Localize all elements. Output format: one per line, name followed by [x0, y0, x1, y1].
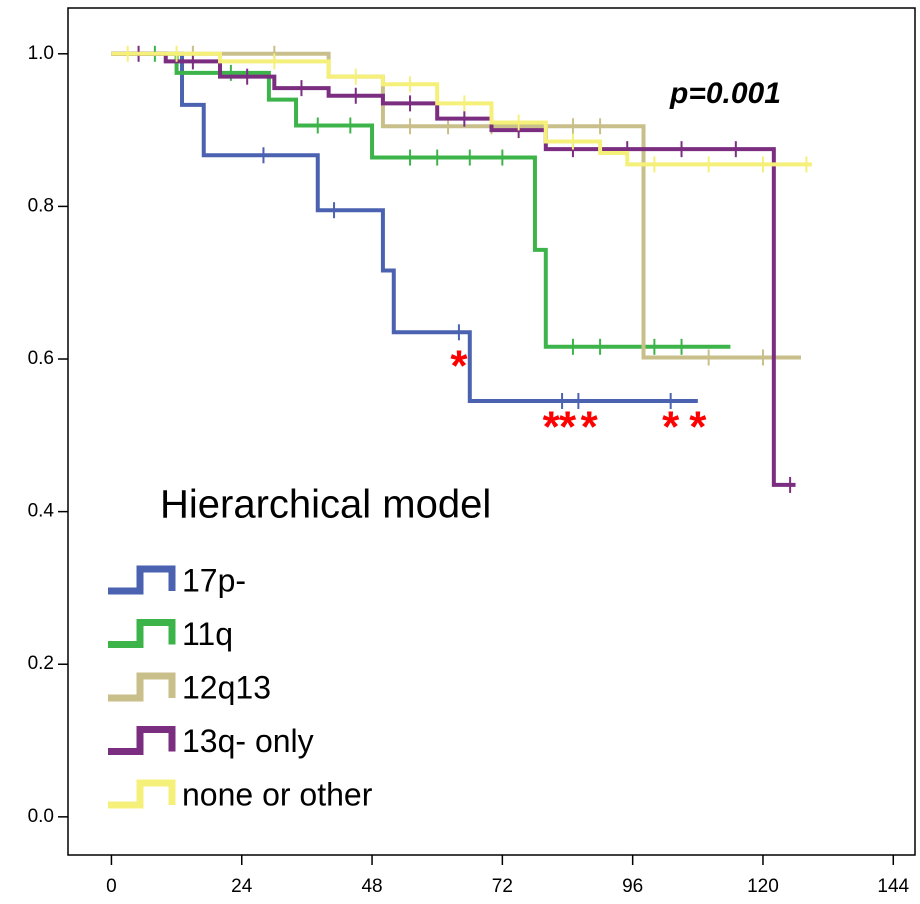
- survival-curve: [111, 51, 796, 487]
- legend-label: 17p-: [182, 562, 246, 598]
- x-tick-label: 0: [106, 876, 117, 897]
- legend-swatch: [108, 672, 176, 702]
- x-tick-label: 24: [231, 876, 253, 897]
- y-tick-label: 0.2: [28, 653, 54, 674]
- asterisk-marker: *: [543, 403, 561, 452]
- survival-curve: [111, 51, 731, 349]
- legend-swatch: [108, 565, 176, 595]
- x-tick-label: 72: [492, 876, 513, 897]
- asterisk-marker: *: [662, 403, 680, 452]
- p-value: p=0.001: [669, 77, 781, 110]
- x-tick-label: 144: [877, 876, 909, 897]
- asterisk-marker: *: [559, 403, 577, 452]
- asterisk-marker: *: [689, 403, 707, 452]
- legend-title: Hierarchical model: [160, 483, 491, 527]
- y-tick-label: 1.0: [28, 43, 54, 64]
- x-tick-label: 96: [622, 876, 643, 897]
- survival-curve: [111, 51, 698, 403]
- y-tick-label: 0.0: [28, 806, 54, 827]
- y-tick-label: 0.8: [28, 195, 54, 216]
- y-tick-label: 0.6: [28, 348, 54, 369]
- legend-swatch: [108, 779, 176, 809]
- legend-label: 13q- only: [182, 723, 314, 759]
- legend-label: 11q: [182, 616, 233, 652]
- legend-swatch: [108, 619, 176, 648]
- x-tick-label: 120: [747, 876, 779, 897]
- legend-label: none or other: [182, 776, 373, 812]
- asterisk-marker: *: [450, 342, 468, 391]
- x-tick-label: 48: [361, 876, 382, 897]
- legend-label: 12q13: [182, 669, 271, 705]
- asterisk-marker: *: [581, 403, 599, 452]
- legend-swatch: [108, 726, 176, 755]
- y-tick-label: 0.4: [28, 501, 55, 522]
